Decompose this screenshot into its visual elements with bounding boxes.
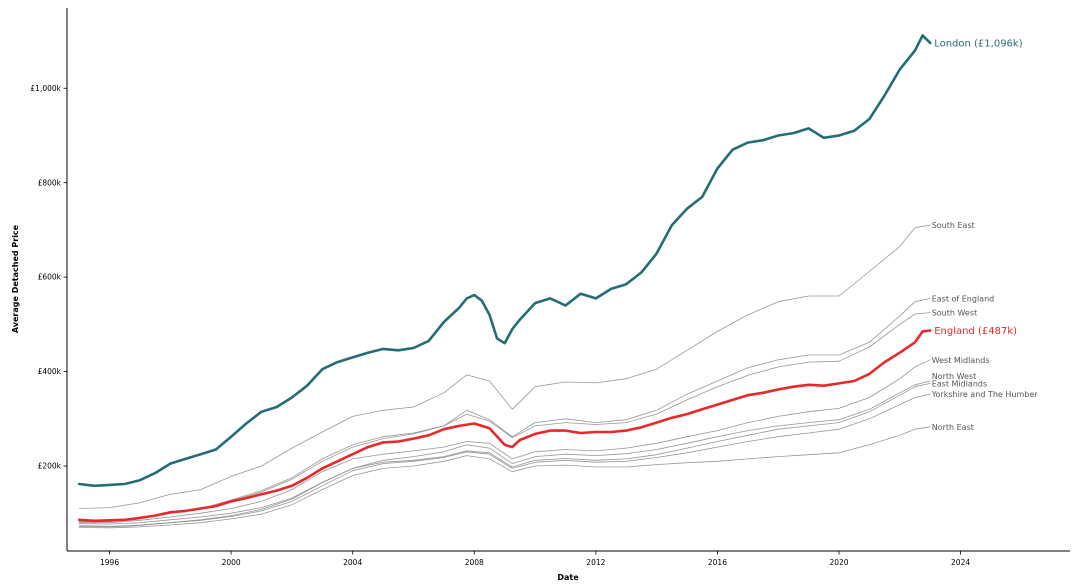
y-axis-title: Average Detached Price <box>11 224 20 333</box>
series-line-north-east <box>78 426 931 529</box>
series-label-east-of-england: East of England <box>932 294 995 303</box>
y-tick-label: £400k <box>38 367 62 376</box>
series-label-england: England (£487k) <box>934 326 1017 337</box>
series-line-west-midlands <box>78 359 931 524</box>
y-tick-label: £600k <box>38 273 62 282</box>
series-line-east-of-england <box>78 297 931 523</box>
series-line-london <box>77 34 932 488</box>
series-label-yorkshire-and-the-humber: Yorkshire and The Humber <box>931 390 1039 399</box>
series-label-south-east: South East <box>932 221 975 230</box>
series-label-west-midlands: West Midlands <box>932 356 990 365</box>
series-label-south-west: South West <box>932 309 977 318</box>
x-tick-label: 2000 <box>222 558 241 567</box>
x-tick-label: 1996 <box>100 558 119 567</box>
series-line-england <box>77 329 932 523</box>
x-tick-label: 2012 <box>586 558 605 567</box>
series-labels-layer: London (£1,096k) England (£487k) South Eas… <box>931 38 1039 431</box>
x-tick-label: 2020 <box>829 558 848 567</box>
series-line-east-midlands <box>78 382 931 528</box>
y-tick-label: £200k <box>38 462 62 471</box>
series-label-london: London (£1,096k) <box>934 38 1023 49</box>
ticks-layer: 1996 2000 2004 2008 2012 2016 2020 2024 £200k £40… <box>30 84 970 567</box>
series-label-east-midlands: East Midlands <box>932 379 987 388</box>
x-tick-label: 2024 <box>951 558 970 567</box>
x-axis-title: Date <box>557 573 579 582</box>
y-tick-label: £1,000k <box>30 84 61 93</box>
series-line-south-west <box>78 312 931 522</box>
series-line-yorkshire-and-the-humber <box>78 393 931 527</box>
series-label-north-east: North East <box>932 423 974 432</box>
series-label-north-west: North West <box>932 372 977 381</box>
series-line-north-west <box>78 380 931 525</box>
series-line-south-east <box>78 224 931 509</box>
series-layer <box>77 34 932 529</box>
x-tick-label: 2004 <box>343 558 362 567</box>
x-tick-label: 2008 <box>465 558 484 567</box>
x-tick-label: 2016 <box>708 558 727 567</box>
axes-layer <box>66 8 1070 552</box>
y-tick-label: £800k <box>38 178 62 187</box>
